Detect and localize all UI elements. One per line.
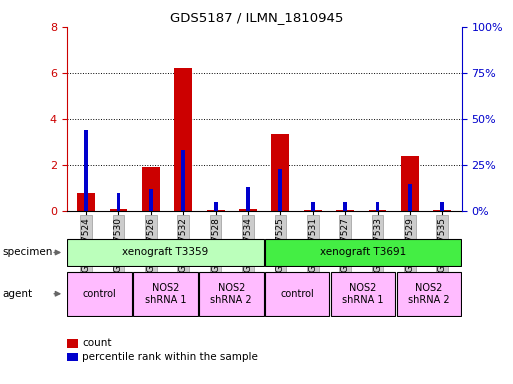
Bar [199, 271, 264, 316]
Bar [311, 202, 314, 211]
Bar [331, 271, 395, 316]
Bar [343, 202, 347, 211]
Bar [265, 239, 461, 266]
Bar [110, 209, 127, 211]
Text: xenograft T3691: xenograft T3691 [320, 247, 406, 258]
Text: control: control [280, 289, 314, 299]
Bar [336, 210, 354, 211]
Bar [239, 209, 257, 211]
Bar [397, 271, 461, 316]
Bar [246, 187, 250, 211]
Text: agent: agent [3, 289, 33, 299]
Text: NOS2
shRNA 2: NOS2 shRNA 2 [210, 283, 252, 305]
Bar [304, 210, 322, 211]
Bar [401, 156, 419, 211]
Text: count: count [82, 338, 112, 348]
Text: specimen: specimen [3, 247, 53, 258]
Bar [408, 184, 412, 211]
Bar [142, 167, 160, 211]
Bar [265, 271, 329, 316]
Bar [67, 271, 132, 316]
Text: xenograft T3359: xenograft T3359 [122, 247, 209, 258]
Bar [214, 202, 218, 211]
Bar [149, 189, 153, 211]
Bar [433, 210, 451, 211]
Bar [84, 130, 88, 211]
Text: GDS5187 / ILMN_1810945: GDS5187 / ILMN_1810945 [170, 12, 343, 25]
Text: NOS2
shRNA 2: NOS2 shRNA 2 [408, 283, 449, 305]
Bar [67, 339, 78, 348]
Bar [133, 271, 198, 316]
Bar [279, 169, 282, 211]
Text: NOS2
shRNA 1: NOS2 shRNA 1 [145, 283, 186, 305]
Bar [77, 193, 95, 211]
Bar [207, 210, 225, 211]
Bar [440, 202, 444, 211]
Bar [116, 193, 121, 211]
Bar [67, 239, 264, 266]
Bar [271, 134, 289, 211]
Bar [369, 210, 386, 211]
Bar [181, 151, 185, 211]
Text: NOS2
shRNA 1: NOS2 shRNA 1 [342, 283, 384, 305]
Bar [376, 202, 380, 211]
Text: control: control [83, 289, 116, 299]
Bar [67, 353, 78, 361]
Bar [174, 68, 192, 211]
Text: percentile rank within the sample: percentile rank within the sample [82, 352, 258, 362]
